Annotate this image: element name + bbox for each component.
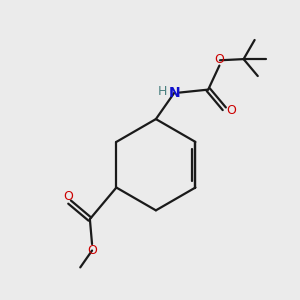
Text: N: N <box>169 85 180 100</box>
Text: O: O <box>63 190 73 203</box>
Text: O: O <box>214 53 224 66</box>
Text: O: O <box>87 244 97 257</box>
Text: O: O <box>227 104 237 117</box>
Text: H: H <box>158 85 167 98</box>
